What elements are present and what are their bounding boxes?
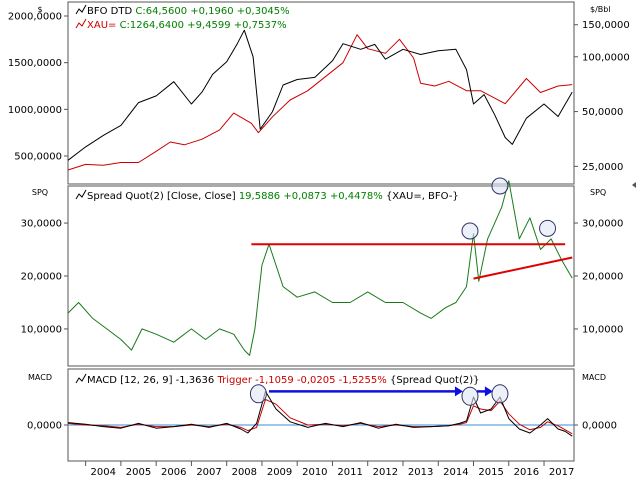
year-label: 2014 <box>443 467 468 478</box>
spread-left-axis: 30,0000 20,0000 10,0000 <box>21 219 68 335</box>
legend-line-icon <box>75 4 87 15</box>
arrow-head-icon <box>454 386 463 397</box>
price-series <box>67 29 573 171</box>
bfo-series-line <box>67 29 573 161</box>
macd-right-axis: 0,0000 <box>574 421 617 432</box>
price-right-axis: 150,0000 100,0000 50,0000 25,0000 <box>574 20 630 173</box>
support-trend-line <box>473 256 573 280</box>
tick-label: 25,0000 <box>582 162 623 173</box>
peak-circle <box>461 386 479 406</box>
year-label: 2007 <box>196 467 221 478</box>
spread-series-line <box>67 180 573 356</box>
peak-circle <box>491 177 509 195</box>
arrow-head-icon <box>484 386 493 397</box>
macd-panel[interactable]: MACD MACD 0,0000 0,0000 MACD [12, 26, 9]… <box>27 368 617 462</box>
macd-right-tag: MACD <box>582 373 606 382</box>
tick-label: 1000,0000 <box>8 105 62 116</box>
peak-circle <box>491 384 509 404</box>
legend-bfo: BFO DTD C:64,5600 +0,1960 +0,3045% <box>87 6 290 17</box>
tick-label: 150,0000 <box>582 20 630 31</box>
peak-circle <box>461 222 479 240</box>
year-label: 2016 <box>514 467 539 478</box>
year-label: 2012 <box>373 467 398 478</box>
time-axis: 2004 2005 2006 2007 2008 2009 2010 2011 2012 2013… <box>68 460 574 478</box>
year-label: 2013 <box>408 467 433 478</box>
legend-bfo-name: BFO DTD <box>87 6 135 17</box>
year-label: 2005 <box>126 467 151 478</box>
legend-line-icon <box>75 189 87 200</box>
legend-xau-name: XAU= <box>87 20 120 31</box>
spread-right-tag: SPQ <box>590 188 606 197</box>
tick-label: 30,0000 <box>21 219 62 230</box>
price-left-axis: 2000,0000 1500,0000 1000,0000 500,0000 <box>8 12 68 163</box>
tick-label: 1500,0000 <box>8 58 62 69</box>
year-label: 2008 <box>232 467 257 478</box>
tick-label: 50,0000 <box>582 107 623 118</box>
tick-label: 10,0000 <box>582 324 623 335</box>
macd-legend: MACD [12, 26, 9] -1,3636 Trigger -1,1059… <box>75 373 480 386</box>
tick-label: 20,0000 <box>21 272 62 283</box>
tick-label: 0,0000 <box>582 421 617 432</box>
legend-spread-value: 19,5886 +0,0873 +0,4478% <box>239 191 383 202</box>
spread-left-tag: SPQ <box>32 188 48 197</box>
tick-label: 500,0000 <box>14 152 62 163</box>
year-label: 2010 <box>302 467 327 478</box>
tick-label: 100,0000 <box>582 52 630 63</box>
spread-legend: Spread Quot(2) [Close, Close] 19,5886 +0… <box>75 189 459 202</box>
year-label: 2009 <box>267 467 292 478</box>
price-legend: BFO DTD C:64,5600 +0,1960 +0,3045% XAU= … <box>75 4 290 31</box>
price-left-tag: $ <box>37 5 42 14</box>
tick-label: 20,0000 <box>582 272 623 283</box>
spread-panel[interactable]: SPQ SPQ 30,0000 20,0000 10,0000 30,0000 20,… <box>21 177 624 367</box>
legend-xau: XAU= C:1264,6400 +9,4599 +0,7537% <box>87 20 287 31</box>
spread-right-axis: 30,0000 20,0000 10,0000 <box>574 219 623 335</box>
tick-label: 10,0000 <box>21 324 62 335</box>
year-label: 2017 <box>549 467 574 478</box>
macd-left-tag: MACD <box>28 373 52 382</box>
legend-line-icon <box>75 18 87 29</box>
spread-series <box>67 177 573 356</box>
macd-series <box>67 384 574 437</box>
peak-circle <box>539 219 557 237</box>
price-panel[interactable]: $ $/Bbl 2000,0000 1500,0000 1000,0000 500,0… <box>8 1 630 185</box>
legend-bfo-value: C:64,5600 +0,1960 +0,3045% <box>135 6 289 17</box>
legend-xau-value: C:1264,6400 +9,4599 +0,7537% <box>120 20 287 31</box>
legend-line-icon <box>75 373 87 384</box>
macd-series-line <box>67 390 573 437</box>
legend-macd-name: MACD [12, 26, 9] -1,3636 <box>87 375 217 386</box>
tick-label: 0,0000 <box>27 421 62 432</box>
tick-label: 30,0000 <box>582 219 623 230</box>
legend-spread-name: Spread Quot(2) [Close, Close] <box>87 191 239 202</box>
legend-spread-source: {XAU=, BFO-} <box>383 191 459 202</box>
year-label: 2015 <box>478 467 503 478</box>
peak-circle <box>249 384 267 404</box>
legend-macd: MACD [12, 26, 9] -1,3636 Trigger -1,1059… <box>87 375 480 386</box>
year-label: 2011 <box>337 467 362 478</box>
legend-spread: Spread Quot(2) [Close, Close] 19,5886 +0… <box>87 191 459 202</box>
macd-left-axis: 0,0000 <box>27 421 68 432</box>
tick-label: 2000,0000 <box>8 12 62 23</box>
year-label: 2004 <box>91 467 116 478</box>
panel-scroll-arrow-icon[interactable] <box>632 182 636 188</box>
year-label: 2006 <box>161 467 186 478</box>
legend-trigger: Trigger -1,1059 -0,0205 -1,5255% <box>216 375 386 386</box>
price-right-tag: $/Bbl <box>590 5 611 14</box>
legend-macd-source: {Spread Quot(2)} <box>387 375 480 386</box>
xau-series-line <box>67 34 573 171</box>
